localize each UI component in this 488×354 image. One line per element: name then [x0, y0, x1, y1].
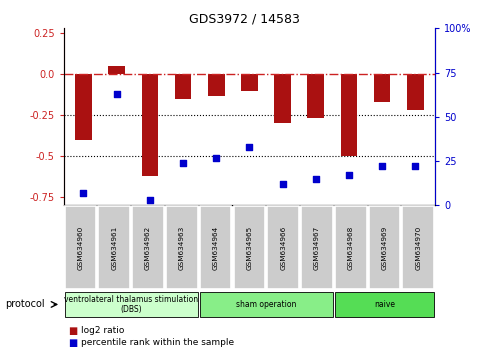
Bar [98, 206, 130, 290]
Bar [406, 74, 423, 110]
Text: GSM634967: GSM634967 [313, 226, 319, 270]
Text: GSM634963: GSM634963 [179, 226, 184, 270]
Text: GSM634966: GSM634966 [280, 226, 285, 270]
Text: GSM634970: GSM634970 [414, 226, 421, 270]
Bar [373, 74, 389, 102]
Bar [207, 74, 224, 96]
Text: protocol: protocol [5, 299, 44, 309]
Bar [64, 206, 96, 290]
Point [80, 190, 87, 196]
Point [179, 160, 186, 166]
Text: GDS3972 / 14583: GDS3972 / 14583 [189, 12, 299, 25]
Text: sham operation: sham operation [236, 300, 296, 309]
Bar [241, 74, 257, 91]
Bar [368, 206, 400, 290]
Bar [402, 206, 433, 290]
Bar [274, 74, 290, 124]
Text: GSM634965: GSM634965 [246, 226, 252, 270]
Text: GSM634968: GSM634968 [347, 226, 353, 270]
Bar [75, 74, 92, 140]
Text: GSM634961: GSM634961 [111, 226, 117, 270]
Text: log2 ratio: log2 ratio [81, 326, 124, 336]
Text: ventrolateral thalamus stimulation
(DBS): ventrolateral thalamus stimulation (DBS) [64, 295, 198, 314]
Point [377, 164, 385, 169]
Bar [199, 292, 332, 317]
Text: GSM634964: GSM634964 [212, 226, 218, 270]
Point [410, 164, 418, 169]
Point [311, 176, 319, 182]
Bar [340, 74, 357, 156]
Text: percentile rank within the sample: percentile rank within the sample [81, 338, 233, 347]
Text: ■: ■ [68, 326, 78, 336]
Bar [334, 206, 366, 290]
Bar [267, 206, 299, 290]
Text: GSM634962: GSM634962 [145, 226, 151, 270]
Bar [334, 292, 433, 317]
Point [245, 144, 253, 150]
Text: GSM634969: GSM634969 [381, 226, 386, 270]
Bar [307, 74, 324, 119]
Text: naive: naive [373, 300, 394, 309]
Bar [174, 74, 191, 99]
Bar [132, 206, 163, 290]
Text: GSM634960: GSM634960 [77, 226, 83, 270]
Point [278, 181, 286, 187]
Point [113, 91, 121, 97]
Bar [301, 206, 332, 290]
Bar [233, 206, 264, 290]
Point [212, 155, 220, 160]
Bar [108, 66, 125, 74]
Bar [141, 74, 158, 176]
Bar [165, 206, 197, 290]
Bar [199, 206, 231, 290]
Point [145, 197, 153, 203]
Bar [64, 292, 197, 317]
Text: ■: ■ [68, 338, 78, 348]
Point [345, 172, 352, 178]
